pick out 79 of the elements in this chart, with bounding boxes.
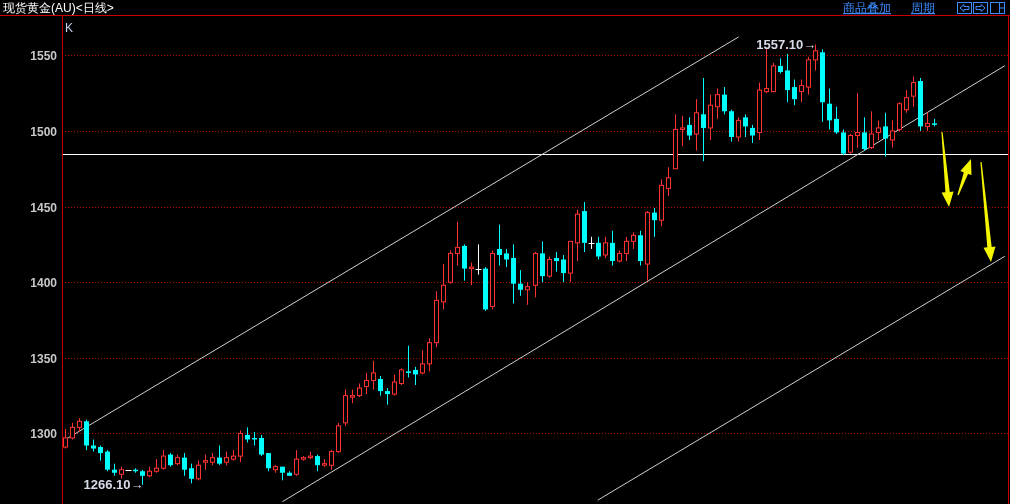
candlestick: [694, 98, 699, 152]
candlestick: [827, 88, 832, 130]
y-tick-label: 1500: [30, 125, 58, 139]
candlestick: [462, 243, 467, 282]
candlestick: [722, 86, 727, 115]
candlestick: [799, 79, 804, 103]
candlestick: [736, 116, 741, 143]
candlestick: [610, 230, 615, 267]
candlestick: [862, 116, 867, 152]
candlestick: [497, 224, 502, 267]
candlestick: [666, 166, 671, 197]
candlestick: [603, 236, 608, 259]
candlestick: [378, 375, 383, 397]
annotation: 1557.10→: [756, 37, 817, 53]
text: 周期: [911, 1, 935, 15]
candlestick: [364, 372, 369, 395]
candlestick: [406, 345, 411, 378]
annotation: 1266.10→: [83, 477, 144, 493]
chart-title: 现货黄金(AU)<日线>: [3, 1, 114, 15]
candlestick: [680, 115, 685, 147]
candlestick: [743, 113, 748, 138]
candlestick: [371, 360, 376, 391]
candlestick: [455, 221, 460, 267]
candlestick: [196, 460, 201, 481]
candlestick: [294, 449, 299, 477]
candlestick: [596, 236, 601, 260]
candlestick: [588, 236, 595, 250]
candlestick: [841, 128, 846, 156]
candlestick: [652, 207, 657, 238]
candlestick: [469, 262, 474, 286]
candlestick: [785, 53, 790, 103]
candlestick: [427, 337, 432, 372]
candlestick: [890, 119, 895, 149]
candlestick: [525, 281, 530, 306]
candlestick: [105, 449, 110, 472]
candlestick: [441, 263, 446, 310]
candlestick: [925, 112, 930, 132]
candlestick: [911, 76, 916, 108]
candlestick: [883, 112, 888, 158]
candlestick: [813, 44, 818, 71]
candlestick: [217, 445, 222, 466]
candlestick: [329, 449, 334, 471]
y-tick-label: 1450: [30, 201, 58, 215]
candlestick: [547, 255, 552, 279]
y-tick-label: 1550: [30, 49, 58, 63]
candlestick: [182, 452, 187, 477]
candlestick: [554, 251, 559, 273]
candlestick: [540, 240, 545, 283]
annotation: K: [65, 21, 74, 35]
text: 商品叠加: [843, 1, 891, 15]
candlestick: [708, 94, 713, 141]
y-tick-label: 1350: [30, 352, 58, 366]
candlestick: [63, 428, 68, 450]
candlestick: [869, 110, 874, 150]
y-tick-label: 1400: [30, 276, 58, 290]
candlestick: [189, 463, 194, 484]
candlestick: [518, 269, 523, 297]
candlestick: [701, 77, 706, 162]
candlestick: [848, 133, 853, 155]
candlestick: [392, 373, 397, 397]
candlestick: [266, 452, 271, 472]
candlestick: [624, 236, 629, 262]
y-tick-label: 1300: [30, 427, 58, 441]
candlestick: [161, 449, 166, 471]
candlestick: [475, 243, 482, 276]
candlestick: [904, 89, 909, 114]
candlestick: [504, 248, 509, 268]
candlestick: [750, 124, 755, 144]
candlestick: [420, 349, 425, 375]
candlestick: [259, 434, 264, 457]
candlestick: [855, 92, 860, 149]
candlestick: [687, 116, 692, 141]
candlestick: [238, 429, 243, 463]
candlestick: [876, 119, 881, 141]
candlestick: [764, 47, 769, 94]
candlestick: [792, 79, 797, 106]
candlestick: [715, 88, 720, 120]
candlestick: [834, 106, 839, 135]
candlestick: [561, 254, 566, 283]
